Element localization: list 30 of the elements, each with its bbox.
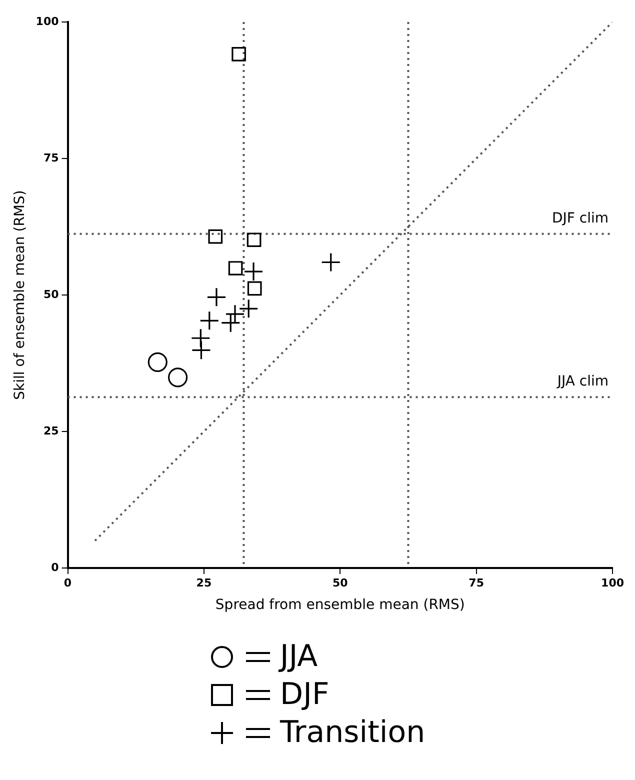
point	[246, 232, 262, 248]
point	[247, 281, 262, 296]
point	[244, 262, 264, 282]
y-tick-label: 25	[43, 424, 59, 438]
ref-line-label: JJA clim	[556, 374, 609, 390]
legend-label: JJA	[280, 638, 318, 676]
point	[208, 229, 223, 244]
x-tick-label: 75	[468, 576, 484, 590]
y-tick-label: 0	[51, 560, 60, 574]
point	[191, 340, 212, 360]
y-tick-label: 100	[36, 14, 60, 28]
legend-label: Transition	[280, 714, 426, 752]
point	[232, 47, 246, 62]
point	[238, 298, 258, 318]
x-tick-label: 50	[332, 576, 348, 590]
x-axis-title: Spread from ensemble mean (RMS)	[215, 597, 465, 614]
y-axis-title: Skill of ensemble mean (RMS)	[12, 190, 28, 400]
point	[228, 261, 243, 276]
point	[168, 368, 188, 388]
y-tick-label: 75	[43, 151, 59, 164]
y-tick-label: 50	[43, 288, 60, 301]
legend-label: DJF	[280, 676, 330, 714]
ref-line-label: DJF clim	[552, 210, 609, 226]
x-tick-label: 25	[196, 576, 212, 590]
x-tick-label: 100	[601, 576, 624, 590]
x-tick-label: 0	[64, 576, 72, 590]
point	[200, 310, 220, 330]
point	[206, 287, 226, 307]
point	[220, 313, 240, 333]
point	[148, 352, 168, 372]
